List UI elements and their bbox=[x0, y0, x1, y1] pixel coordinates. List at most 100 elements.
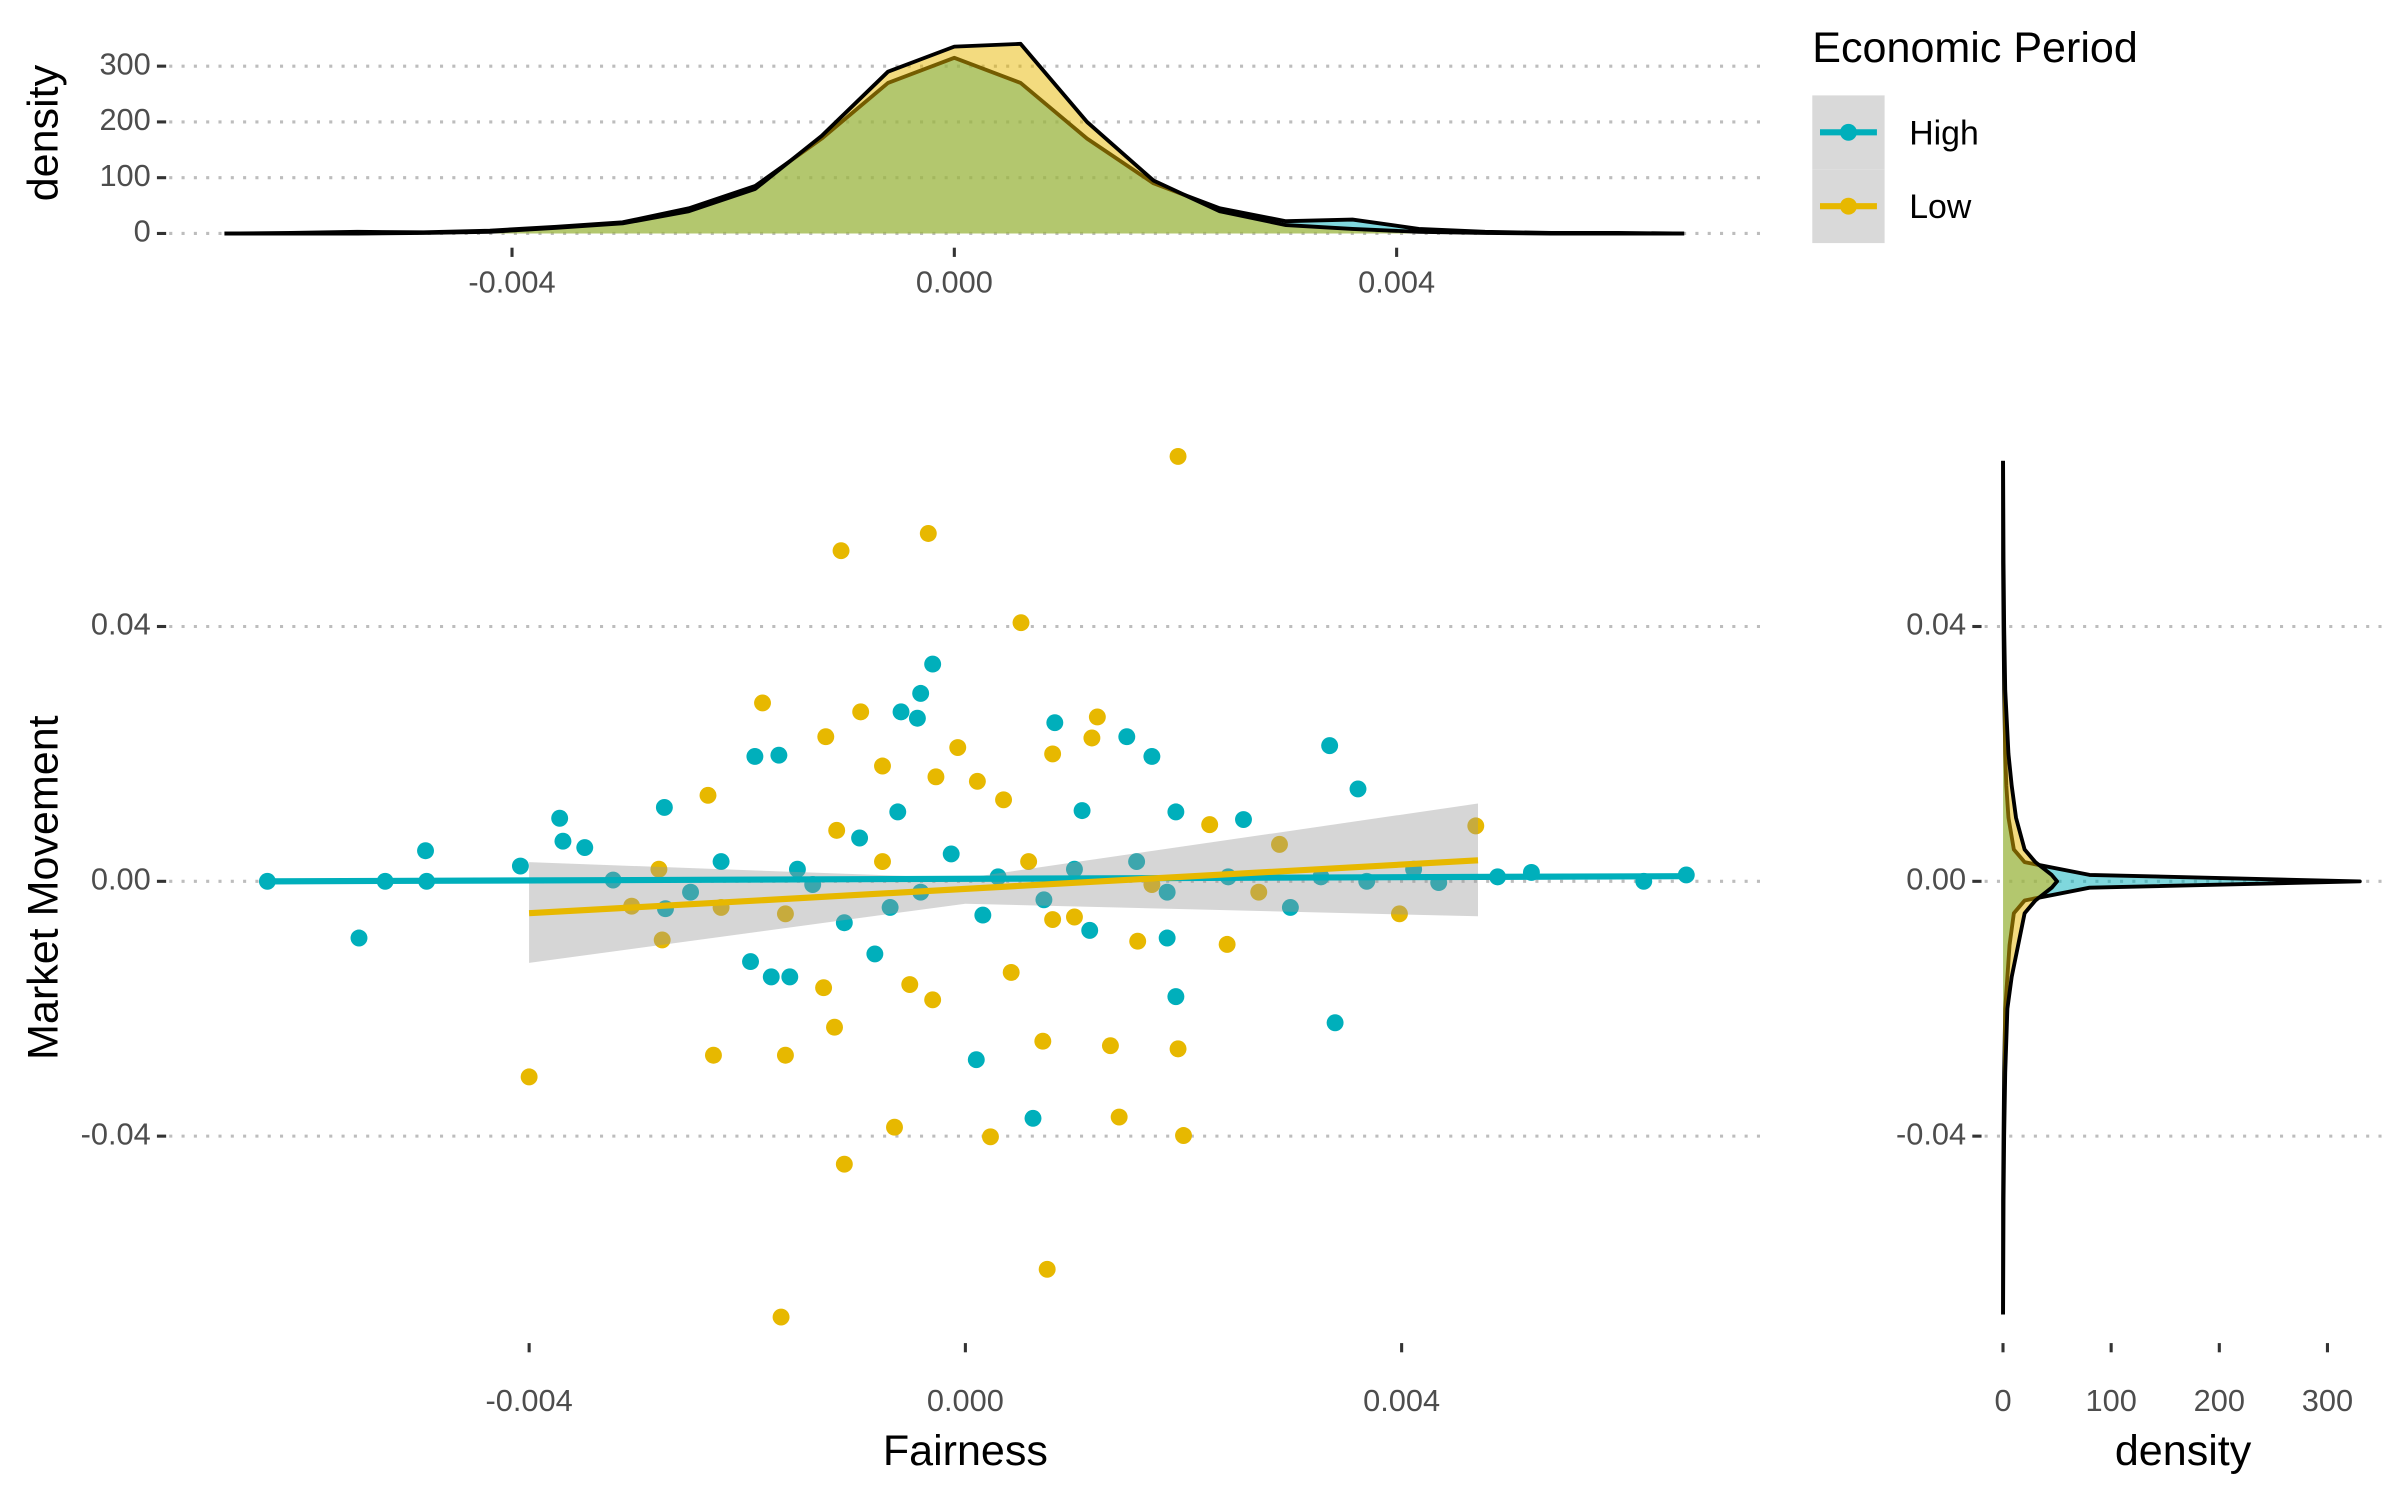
fit-line bbox=[267, 873, 1686, 885]
scatter-point bbox=[1169, 1040, 1187, 1058]
scatter-point bbox=[776, 905, 794, 923]
scatter-point bbox=[1169, 447, 1187, 465]
scatter-point bbox=[826, 1018, 843, 1036]
x-tick-label: 200 bbox=[2194, 1383, 2245, 1418]
scatter-point bbox=[770, 746, 788, 764]
scatter-point bbox=[699, 786, 717, 804]
scatter-point bbox=[754, 694, 771, 712]
scatter-point bbox=[828, 821, 846, 839]
x-axis-title: Fairness bbox=[883, 1427, 1048, 1475]
scatter-point bbox=[886, 1118, 903, 1136]
scatter-point bbox=[1235, 811, 1252, 828]
scatter-point bbox=[1129, 932, 1147, 950]
scatter-point bbox=[576, 839, 594, 857]
scatter-point bbox=[704, 1046, 722, 1064]
y-tick-label: -0.04 bbox=[81, 1116, 151, 1151]
y-tick-label: 300 bbox=[99, 46, 150, 81]
scatter-point bbox=[1143, 747, 1161, 765]
density-area bbox=[2001, 460, 2362, 1315]
scatter-point bbox=[852, 703, 870, 721]
scatter-point bbox=[995, 791, 1013, 809]
y-tick-label: -0.04 bbox=[1896, 1116, 1966, 1151]
scatter-point bbox=[1073, 802, 1091, 820]
density-area bbox=[2001, 460, 2059, 1315]
scatter-point bbox=[1128, 853, 1146, 871]
scatter-point bbox=[968, 772, 986, 790]
scatter-point bbox=[881, 898, 899, 916]
scatter-point bbox=[1118, 728, 1136, 746]
scatter-point bbox=[772, 1308, 790, 1326]
scatter-point bbox=[1158, 929, 1176, 947]
scatter-point bbox=[511, 857, 529, 875]
y-tick-label: 100 bbox=[99, 158, 150, 193]
x-tick-label: -0.004 bbox=[468, 265, 555, 300]
scatter-point bbox=[781, 968, 799, 986]
scatter-point bbox=[817, 728, 835, 746]
legend-label: Low bbox=[1909, 188, 1972, 226]
scatter-point bbox=[682, 883, 700, 901]
scatter-point bbox=[1002, 963, 1020, 981]
scatter-point bbox=[1218, 935, 1236, 953]
x-axis-title: density bbox=[2115, 1427, 2252, 1475]
scatter-point bbox=[1321, 737, 1339, 755]
legend-label: High bbox=[1909, 114, 1979, 152]
scatter-point bbox=[835, 1155, 853, 1173]
scatter-point bbox=[927, 768, 945, 786]
scatter-point bbox=[924, 991, 942, 1009]
legend-dot bbox=[1840, 197, 1857, 215]
scatter-point bbox=[1467, 817, 1485, 835]
scatter-point bbox=[901, 976, 919, 993]
scatter-point bbox=[874, 853, 891, 871]
scatter-point bbox=[746, 747, 764, 765]
scatter-point bbox=[1065, 860, 1083, 878]
scatter-point bbox=[874, 757, 891, 775]
x-tick-label: -0.004 bbox=[486, 1383, 573, 1418]
legend-dot bbox=[1840, 123, 1857, 141]
y-axis-title: Market Movement bbox=[20, 715, 68, 1060]
x-tick-label: 0.004 bbox=[1358, 265, 1435, 300]
scatter-point bbox=[650, 860, 668, 878]
scatter-point bbox=[1349, 780, 1367, 798]
scatter-point bbox=[967, 1051, 985, 1069]
y-axis-title: density bbox=[20, 64, 68, 201]
scatter-point bbox=[1326, 1014, 1344, 1032]
y-tick-label: 0.04 bbox=[1906, 607, 1966, 642]
y-tick-label: 0 bbox=[134, 214, 151, 249]
x-tick-label: 0.000 bbox=[927, 1383, 1004, 1418]
scatter-point bbox=[892, 703, 910, 721]
scatter-point bbox=[655, 798, 673, 816]
scatter-point bbox=[1081, 921, 1099, 939]
scatter-point bbox=[1038, 1260, 1056, 1278]
scatter-point bbox=[1065, 908, 1083, 926]
scatter-point bbox=[1281, 898, 1299, 916]
scatter-point bbox=[554, 832, 572, 850]
scatter-point bbox=[924, 655, 942, 673]
scatter-point bbox=[1250, 883, 1268, 901]
legend-title: Economic Period bbox=[1812, 24, 2138, 72]
scatter-point bbox=[1110, 1108, 1128, 1126]
y-tick-label: 0.00 bbox=[91, 861, 151, 896]
scatter-point bbox=[832, 542, 850, 560]
scatter-point bbox=[1020, 853, 1038, 871]
scatter-point bbox=[1024, 1109, 1042, 1127]
scatter-point bbox=[1101, 1037, 1119, 1055]
scatter-point bbox=[1167, 988, 1185, 1006]
scatter-point bbox=[912, 684, 930, 702]
scatter-point bbox=[1034, 1032, 1052, 1050]
x-tick-label: 100 bbox=[2085, 1383, 2136, 1418]
scatter-point bbox=[1035, 891, 1053, 909]
scatter-point bbox=[762, 968, 780, 986]
scatter-point bbox=[350, 929, 368, 947]
scatter-point bbox=[653, 931, 671, 949]
density-area bbox=[224, 41, 1685, 236]
x-tick-label: 0 bbox=[1994, 1383, 2011, 1418]
scatter-point bbox=[1044, 745, 1062, 763]
scatter-point bbox=[1158, 883, 1176, 901]
scatter-point bbox=[1271, 835, 1288, 853]
scatter-point bbox=[851, 829, 869, 847]
scatter-point bbox=[1088, 708, 1106, 726]
scatter-point bbox=[919, 525, 937, 542]
fit-line bbox=[528, 857, 1479, 917]
scatter-point bbox=[866, 945, 884, 963]
